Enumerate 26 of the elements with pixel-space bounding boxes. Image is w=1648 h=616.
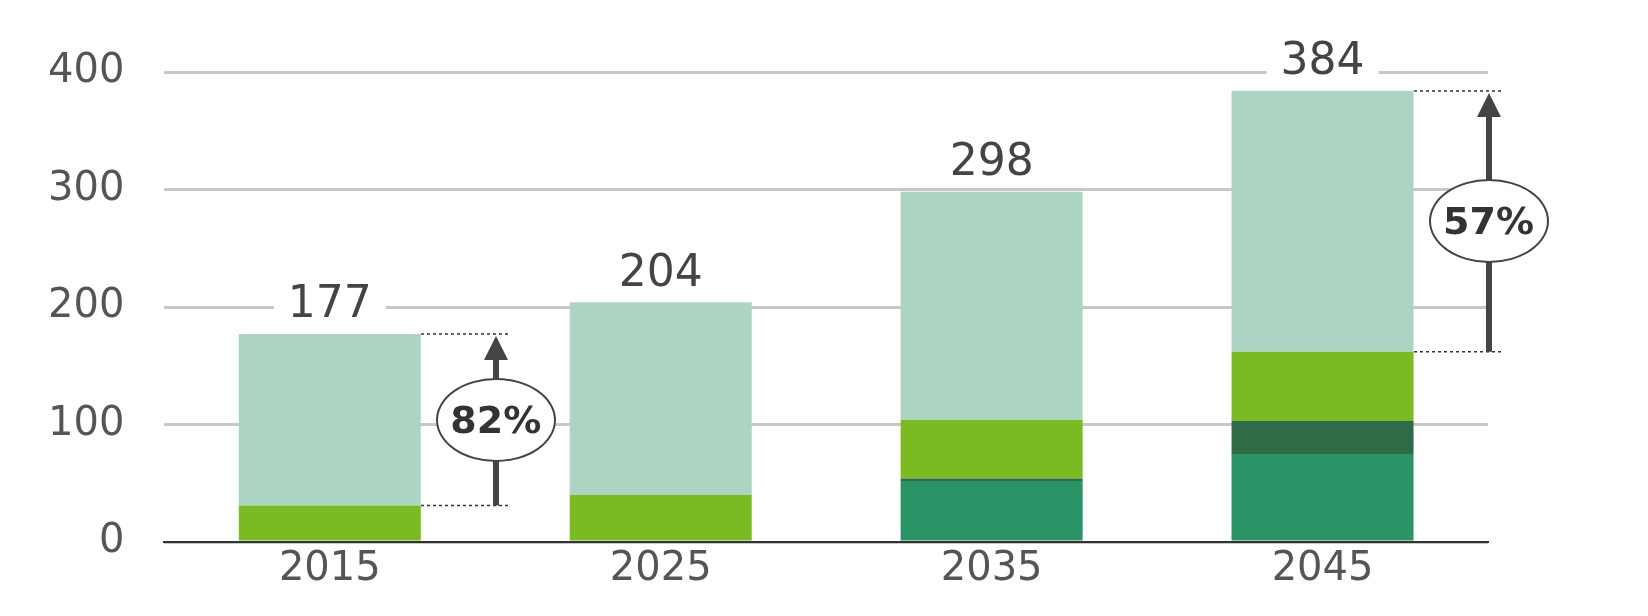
bar	[238, 334, 421, 506]
y-tick-label: 0	[98, 515, 125, 562]
annotation: 57%	[1428, 179, 1549, 264]
bar	[900, 480, 1083, 541]
total-label: 177	[287, 276, 372, 328]
bar	[238, 505, 421, 541]
total-label: 204	[618, 244, 703, 296]
y-tick-label: 200	[47, 280, 125, 327]
x-tick-label: 2025	[609, 543, 712, 590]
bar	[900, 419, 1083, 479]
annotation: 82%	[435, 377, 556, 462]
bar	[900, 191, 1083, 420]
bar	[1231, 90, 1414, 352]
y-tick-label: 100	[47, 397, 125, 444]
y-tick-label: 400	[47, 45, 125, 92]
bar	[1231, 420, 1414, 454]
bar	[1231, 453, 1414, 541]
bar	[569, 302, 752, 495]
bar	[569, 495, 752, 541]
y-tick-label: 300	[47, 162, 125, 209]
total-label: 298	[949, 134, 1034, 186]
x-tick-label: 2035	[940, 543, 1043, 590]
x-tick-label: 2015	[278, 543, 381, 590]
x-tick-label: 2045	[1271, 543, 1374, 590]
bar	[1231, 351, 1414, 421]
total-label: 384	[1280, 33, 1365, 85]
